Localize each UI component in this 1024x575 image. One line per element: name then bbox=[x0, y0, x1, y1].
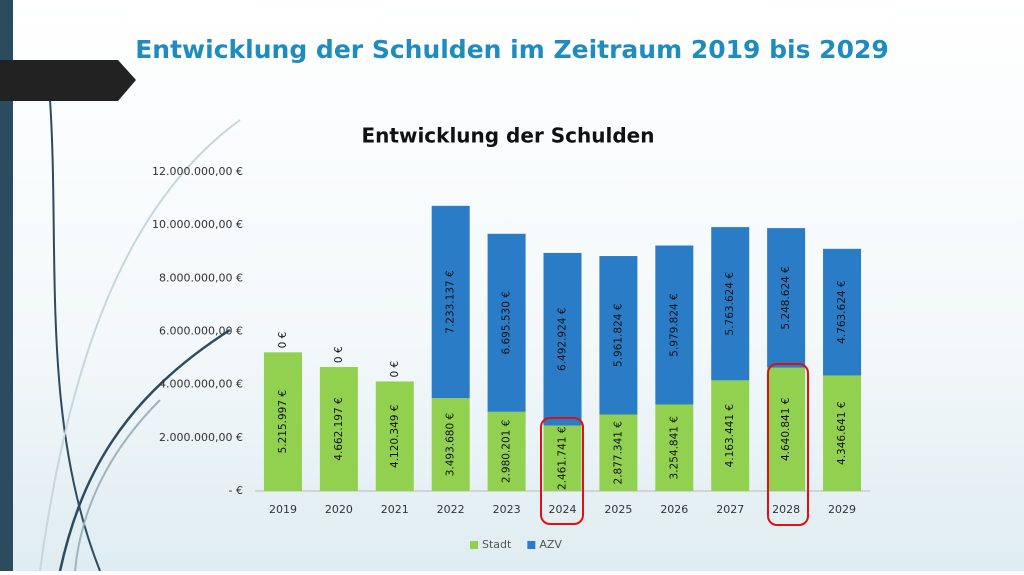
bar-segment bbox=[431, 398, 470, 491]
chart-title: Entwicklung der Schulden bbox=[362, 124, 655, 148]
x-tick-label: 2022 bbox=[437, 503, 465, 516]
y-tick-label: - € bbox=[229, 484, 243, 497]
y-tick-label: 12.000.000,00 € bbox=[152, 165, 243, 178]
value-label: 6.492.924 € bbox=[557, 308, 569, 371]
value-label: 2.980.201 € bbox=[501, 420, 513, 483]
value-label: 2.461.741 € bbox=[557, 427, 569, 490]
value-label: 0 € bbox=[277, 332, 289, 349]
x-tick-label: 2029 bbox=[828, 503, 856, 516]
legend-label: AZV bbox=[539, 538, 562, 551]
x-tick-label: 2024 bbox=[549, 503, 577, 516]
bar-segment bbox=[319, 367, 358, 491]
value-label: 6.695.530 € bbox=[501, 291, 513, 354]
x-tick-label: 2025 bbox=[604, 503, 632, 516]
value-label: 4.120.349 € bbox=[389, 404, 401, 467]
bar-segment bbox=[487, 233, 526, 412]
bar-segment bbox=[711, 227, 750, 381]
x-tick-label: 2023 bbox=[493, 503, 521, 516]
x-tick-label: 2019 bbox=[269, 503, 297, 516]
bar-segment bbox=[823, 375, 862, 491]
highlight-marks bbox=[540, 363, 809, 526]
bar-segment bbox=[543, 252, 582, 426]
x-tick-label: 2020 bbox=[325, 503, 353, 516]
x-tick-label: 2027 bbox=[716, 503, 744, 516]
bar-segment bbox=[375, 381, 414, 491]
x-tick-label: 2028 bbox=[772, 503, 800, 516]
bar-segment bbox=[599, 414, 638, 491]
bar-segment bbox=[655, 404, 694, 491]
bar-segment bbox=[767, 228, 806, 368]
bar-segment bbox=[767, 367, 806, 491]
x-tick-label: 2026 bbox=[660, 503, 688, 516]
value-label: 4.346.641 € bbox=[836, 401, 848, 464]
bar-segment bbox=[263, 352, 302, 491]
value-label: 0 € bbox=[389, 361, 401, 378]
value-label: 4.163.441 € bbox=[724, 404, 736, 467]
bar-segment bbox=[823, 248, 862, 376]
bar-segment bbox=[543, 425, 582, 491]
value-label: 2.877.341 € bbox=[612, 421, 624, 484]
y-tick-label: 8.000.000,00 € bbox=[159, 271, 243, 284]
y-tick-label: 4.000.000,00 € bbox=[159, 378, 243, 391]
value-label: 5.248.624 € bbox=[780, 266, 792, 329]
legend-swatch bbox=[527, 541, 536, 549]
y-tick-label: 2.000.000,00 € bbox=[159, 431, 243, 444]
value-label: 5.763.624 € bbox=[724, 272, 736, 335]
value-label: 4.662.197 € bbox=[333, 397, 345, 460]
value-label: 3.254.841 € bbox=[668, 416, 680, 479]
value-label: 5.979.824 € bbox=[668, 293, 680, 356]
bar-segment bbox=[711, 380, 750, 491]
legend-label: Stadt bbox=[482, 538, 512, 551]
slide-title: Entwicklung der Schulden im Zeitraum 201… bbox=[135, 35, 889, 64]
title-arrow bbox=[0, 60, 136, 101]
value-label: 4.640.841 € bbox=[780, 398, 792, 461]
value-label: 5.961.824 € bbox=[612, 304, 624, 367]
value-label: 7.233.137 € bbox=[445, 270, 457, 333]
value-label: 4.763.624 € bbox=[836, 280, 848, 343]
value-label: 5.215.997 € bbox=[277, 390, 289, 453]
bar-segment bbox=[487, 411, 526, 491]
bar-segment bbox=[599, 256, 638, 415]
chart: - € 2.000.000,00 € 4.000.000,00 € 6.000.000… bbox=[152, 165, 870, 551]
value-label: 3.493.680 € bbox=[445, 413, 457, 476]
legend-swatch bbox=[470, 541, 478, 549]
y-tick-label: 6.000.000,00 € bbox=[159, 325, 243, 338]
y-tick-label: 10.000.000,00 € bbox=[152, 218, 243, 231]
bar-segment bbox=[655, 245, 694, 405]
bar-segment bbox=[431, 205, 470, 399]
decor-curves bbox=[39, 99, 241, 572]
value-label: 0 € bbox=[333, 346, 345, 363]
side-stripe bbox=[0, 0, 13, 571]
x-tick-label: 2021 bbox=[381, 503, 409, 516]
